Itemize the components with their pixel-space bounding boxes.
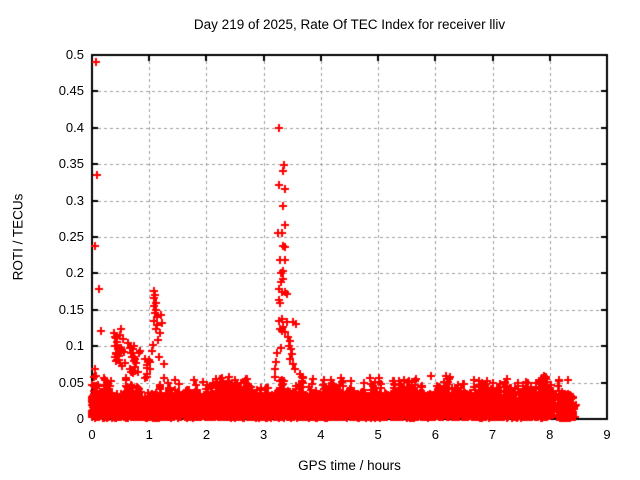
x-tick-label: 3	[260, 427, 268, 442]
y-tick-label: 0.5	[65, 47, 84, 62]
x-tick-label: 2	[202, 427, 211, 442]
x-tick-label: 1	[145, 427, 153, 442]
y-tick-label: 0.2	[65, 265, 84, 281]
y-tick-label: 0.15	[58, 301, 84, 317]
chart-title: Day 219 of 2025, Rate Of TEC Index for r…	[193, 17, 506, 32]
y-tick-label: 0.25	[58, 229, 84, 244]
x-tick-label: 7	[488, 427, 497, 442]
x-tick-label: 8	[546, 427, 554, 442]
y-tick-label: 0.4	[65, 119, 84, 135]
x-tick-label: 9	[603, 427, 611, 442]
x-tick-label: 4	[317, 427, 325, 442]
y-tick-label: 0.05	[58, 374, 84, 390]
y-tick-label: 0.45	[58, 83, 84, 99]
y-tick-label: 0	[76, 411, 84, 426]
y-axis-label: ROTI / TECUs	[10, 193, 26, 281]
x-axis-label: GPS time / hours	[298, 458, 401, 473]
y-tick-label: 0.3	[65, 192, 84, 208]
y-tick-label: 0.35	[58, 156, 84, 172]
x-tick-label: 0	[88, 427, 96, 442]
x-tick-label: 6	[431, 427, 439, 442]
y-tick-label: 0.1	[65, 338, 84, 354]
x-tick-label: 5	[374, 427, 382, 442]
